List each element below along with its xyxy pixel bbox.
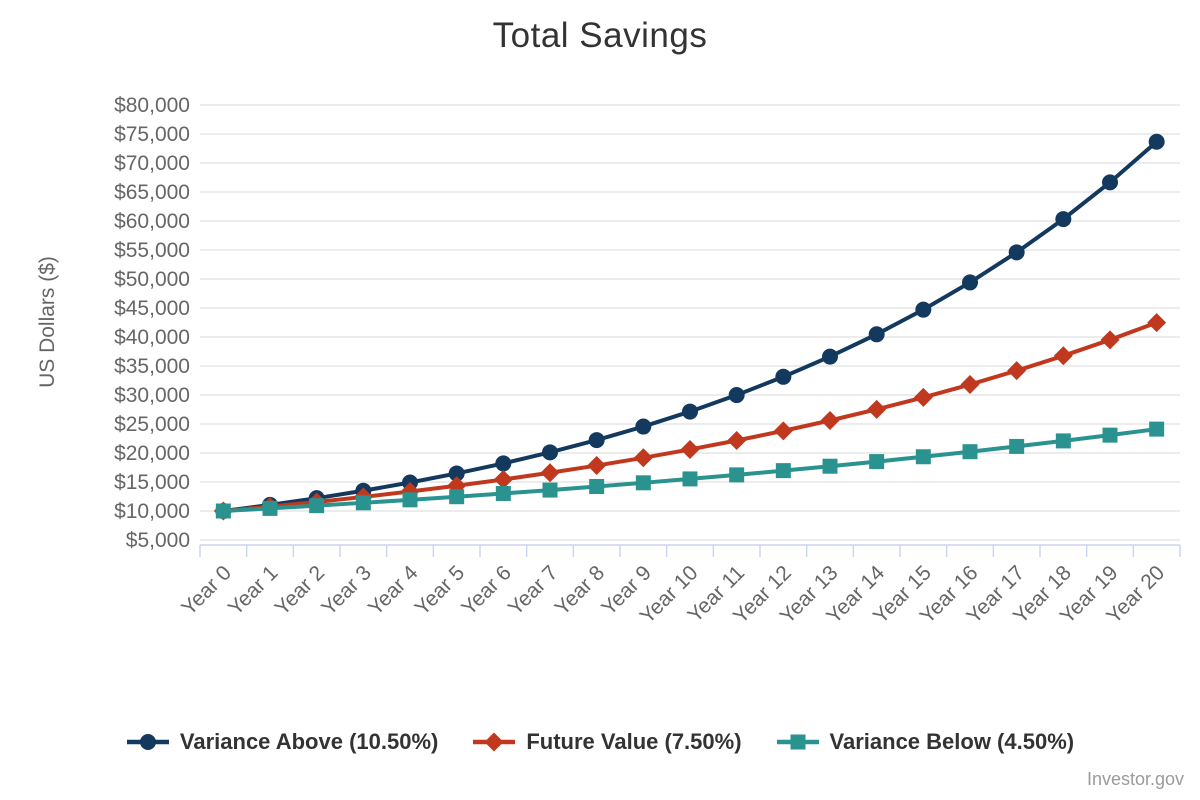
data-point[interactable] [1008, 244, 1025, 261]
data-point[interactable] [495, 455, 512, 472]
x-axis-tick-label: Year 5 [411, 561, 470, 620]
x-axis-tick-label: Year 0 [177, 561, 236, 620]
data-point[interactable] [775, 368, 792, 385]
data-point[interactable] [682, 471, 698, 487]
y-axis-tick-label: $45,000 [114, 297, 190, 320]
x-axis-tick-label: Year 4 [364, 561, 423, 620]
x-axis-tick-label: Year 2 [271, 561, 330, 620]
y-axis-title: US Dollars ($) [36, 256, 59, 388]
y-axis-tick-label: $80,000 [114, 94, 190, 117]
data-point[interactable] [1055, 211, 1072, 228]
data-point[interactable] [215, 503, 231, 519]
data-point[interactable] [682, 403, 698, 420]
data-point[interactable] [1100, 330, 1120, 350]
data-point[interactable] [915, 301, 932, 318]
data-point[interactable] [1007, 361, 1027, 381]
legend-label: Variance Below (4.50%) [829, 729, 1075, 754]
data-point[interactable] [822, 458, 838, 474]
data-point[interactable] [1102, 427, 1118, 443]
plot-area: $5,000 $10,000 $15,000 $20,000 $25,000 $30,00… [114, 94, 1181, 628]
data-point[interactable] [139, 734, 156, 750]
series-variance-below [215, 421, 1165, 519]
data-point[interactable] [728, 387, 745, 404]
data-point[interactable] [915, 449, 931, 465]
data-point[interactable] [1149, 421, 1165, 437]
data-point[interactable] [1102, 174, 1118, 191]
data-point[interactable] [680, 439, 700, 459]
data-point[interactable] [867, 399, 887, 419]
data-point[interactable] [1053, 346, 1073, 366]
data-point[interactable] [540, 463, 560, 483]
legend-marker-circle-icon [126, 734, 169, 750]
data-point[interactable] [820, 410, 840, 430]
data-point[interactable] [962, 444, 978, 460]
y-axis-tick-label: $60,000 [114, 210, 190, 233]
data-point[interactable] [633, 448, 653, 468]
legend-label: Future Value (7.50%) [526, 729, 742, 754]
legend: Variance Above (10.50%) Future Value (7.5… [0, 718, 1200, 766]
y-axis-tick-label: $50,000 [114, 268, 190, 291]
chart-title: Total Savings [492, 16, 708, 55]
legend-marker-square-icon [776, 734, 819, 750]
data-point[interactable] [962, 274, 978, 291]
y-axis-tick-label: $75,000 [114, 123, 190, 146]
x-axis-tick-label: Year 1 [224, 561, 283, 620]
data-point[interactable] [729, 467, 745, 483]
legend-item-future-value[interactable]: Future Value (7.50%) [472, 729, 742, 755]
y-axis-tick-label: $55,000 [114, 239, 190, 262]
legend-item-variance-below[interactable]: Variance Below (4.50%) [776, 729, 1075, 755]
data-point[interactable] [542, 482, 558, 498]
data-point[interactable] [402, 492, 418, 508]
y-axis-tick-label: $30,000 [114, 384, 190, 407]
data-point[interactable] [635, 418, 652, 435]
data-point[interactable] [449, 489, 465, 505]
data-point[interactable] [542, 444, 558, 461]
data-point[interactable] [960, 375, 980, 395]
data-point[interactable] [1055, 433, 1071, 449]
x-axis-tick-label: Year 7 [504, 561, 563, 620]
data-point[interactable] [775, 463, 791, 479]
legend-item-variance-above[interactable]: Variance Above (10.50%) [126, 729, 438, 755]
y-axis-tick-label: $35,000 [114, 355, 190, 378]
data-point[interactable] [309, 498, 325, 514]
y-axis-tick-label: $20,000 [114, 442, 190, 465]
data-point[interactable] [1147, 313, 1167, 333]
data-point[interactable] [588, 432, 605, 449]
data-point[interactable] [484, 732, 504, 752]
y-axis-tick-label: $40,000 [114, 326, 190, 349]
y-axis-tick-label: $10,000 [114, 500, 190, 523]
data-point[interactable] [635, 475, 651, 491]
y-axis-tick-label: $70,000 [114, 152, 190, 175]
legend-marker-diamond-icon [473, 732, 516, 752]
data-point[interactable] [587, 456, 607, 476]
data-point[interactable] [790, 734, 806, 750]
data-point[interactable] [822, 348, 838, 365]
data-point[interactable] [262, 500, 278, 516]
y-axis-tick-label: $15,000 [114, 471, 190, 494]
x-axis-tick-label: Year 8 [551, 561, 610, 620]
data-point[interactable] [495, 485, 511, 501]
data-point[interactable] [355, 495, 371, 511]
data-point[interactable] [1148, 133, 1165, 150]
data-point[interactable] [773, 421, 793, 441]
data-point[interactable] [448, 465, 465, 482]
data-point[interactable] [589, 479, 605, 495]
data-point[interactable] [913, 387, 933, 407]
source-attribution: Investor.gov [1086, 769, 1184, 789]
data-point[interactable] [727, 430, 747, 450]
data-point[interactable] [1009, 438, 1025, 454]
y-axis-tick-label: $25,000 [114, 413, 190, 436]
y-axis-tick-label: $65,000 [114, 181, 190, 204]
x-axis-tick-label: Year 3 [317, 561, 376, 620]
legend-label: Variance Above (10.50%) [179, 729, 439, 754]
data-point[interactable] [868, 326, 885, 343]
data-point[interactable] [493, 469, 513, 489]
x-axis-tick-label: Year 6 [457, 561, 516, 620]
y-axis-tick-label: $5,000 [126, 529, 190, 552]
data-point[interactable] [869, 454, 885, 470]
